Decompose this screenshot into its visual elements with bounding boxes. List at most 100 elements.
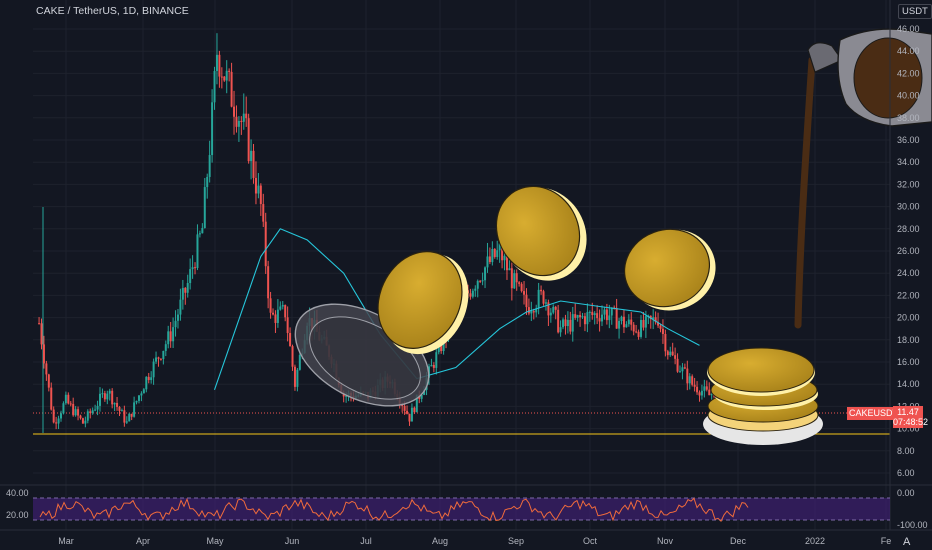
candle-body [91,410,94,414]
candle-body [167,331,170,345]
pancake-coin-2 [495,185,587,281]
candle-body [674,355,677,359]
candle-body [410,407,413,422]
candle-body [484,267,487,281]
candle-body [618,320,621,329]
candle-body [544,302,547,304]
oscillator-tick-label: 20.00 [6,510,29,520]
candle-body [708,389,711,396]
auto-scale-icon[interactable]: A [903,536,911,548]
candle-body [652,317,655,319]
syrup-jar-drawing [794,28,932,329]
candle-body [157,357,160,359]
candle-body [520,283,523,292]
candle-body [293,366,296,387]
candle-body [635,331,638,333]
candle-body [189,269,192,284]
candle-body [254,177,257,194]
candle-body [137,395,140,401]
candle-body [176,314,179,321]
candle-body [128,413,131,422]
candle-body [588,311,591,313]
price-tick-label: 30.00 [897,202,920,212]
candle-body [206,176,209,188]
candle-body [523,291,526,295]
price-tick-label: 10.00 [897,424,920,434]
candle-body [666,351,669,356]
price-tick-label: 28.00 [897,224,920,234]
price-tick-label: 16.00 [897,357,920,367]
candle-body [508,268,511,271]
candle-body [408,413,411,422]
candle-body [281,305,284,307]
candle-body [108,390,111,394]
candle-body [691,376,694,385]
currency-badge[interactable]: USDT [898,4,932,19]
candle-body [432,364,435,368]
moving-average-line [213,228,700,390]
candle-body [172,327,175,342]
candle-body [220,76,223,78]
candle-body [116,402,119,407]
candle-body [152,361,155,378]
candle-body [474,288,477,291]
candle-body [476,280,479,289]
candle-body [81,418,84,424]
candle-body [420,394,423,399]
candle-body [554,306,557,310]
time-tick-label: Fe [881,536,892,546]
oscillator-axis: 40.00 20.00 0.00 -100.00 [6,488,928,530]
oscillator-band [33,498,890,520]
candle-body [488,256,491,263]
candle-body [259,185,262,205]
oscillator-tick-label: -100.00 [897,520,928,530]
pancake-stack [703,347,823,445]
candle-body [593,313,596,316]
price-tick-label: 20.00 [897,313,920,323]
price-axis[interactable]: 46.00 44.00 42.00 40.00 38.00 36.00 34.00 32.00… [897,24,920,478]
time-tick-label: Apr [136,536,150,546]
candle-body [77,409,80,416]
candle-body [569,319,572,332]
candle-body [106,393,109,400]
candle-body [179,299,182,315]
candle-body [671,351,674,356]
candle-body [501,243,504,261]
candle-body [38,323,41,325]
candle-body [67,394,70,404]
candle-body [415,394,418,413]
candle-body [493,248,496,257]
candle-body [174,320,177,328]
candle-body [486,256,489,268]
candle-body [566,319,569,327]
candle-body [184,287,187,293]
candle-body [57,418,60,424]
candle-body [133,402,136,417]
candle-body [693,384,696,387]
candle-body [505,255,508,271]
candle-body [191,267,194,270]
candle-body [125,421,128,423]
candle-body [688,376,691,384]
candle-body [72,403,75,416]
price-tick-label: 8.00 [897,446,915,456]
candle-body [705,386,708,390]
candle-body [55,422,58,424]
candle-body [64,394,67,404]
candle-body [103,393,106,400]
price-tick-label: 14.00 [897,379,920,389]
candle-body [211,102,214,156]
candle-body [610,307,613,316]
candle-body [579,315,582,318]
price-tick-label: 26.00 [897,246,920,256]
candle-body [640,319,643,337]
symbol-title[interactable]: CAKE / TetherUS, 1D, BINANCE [36,5,189,17]
time-tick-label: Oct [583,536,598,546]
candle-body [111,390,114,405]
candle-body [620,316,623,321]
candle-body [42,344,45,364]
candle-body [120,410,123,412]
candle-body [272,312,275,315]
time-axis[interactable]: Mar Apr May Jun Jul Aug Sep Oct Nov Dec 2022 Fe [58,536,891,546]
